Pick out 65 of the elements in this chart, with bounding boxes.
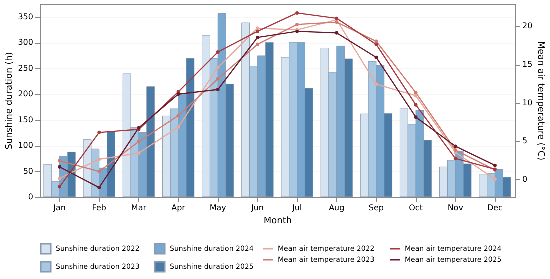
x-tick-label: May [210, 204, 227, 212]
y2-axis-title: Mean air temperature (°C) [536, 41, 546, 161]
point [374, 56, 378, 60]
point [493, 178, 497, 182]
point [374, 82, 378, 86]
point [176, 126, 180, 130]
y2-tick-label: 0 [522, 174, 528, 184]
point [137, 140, 141, 144]
point [256, 42, 260, 46]
y2-tick-label: 5 [522, 136, 528, 146]
y-tick-label: 150 [18, 115, 34, 124]
point [256, 30, 260, 34]
point [414, 94, 418, 98]
point [98, 186, 102, 190]
point [176, 92, 180, 96]
point [296, 22, 300, 26]
point [216, 77, 220, 81]
x-tick-label: Jul [291, 204, 302, 212]
x-tick-label: Sep [368, 204, 384, 212]
x-tick-label: Mar [131, 204, 148, 212]
y-tick-label: 50 [23, 166, 34, 176]
point [454, 156, 458, 160]
point [98, 170, 102, 174]
y2-tick-label: 15 [522, 60, 533, 70]
y-tick-label: 300 [18, 38, 34, 48]
point [296, 11, 300, 15]
x-tick-label: Oct [409, 204, 423, 212]
point [256, 36, 260, 40]
point [216, 66, 220, 70]
point [58, 185, 62, 189]
point [335, 31, 339, 35]
point [216, 50, 220, 54]
y-tick-label: 200 [18, 90, 34, 99]
x-tick-label: Aug [329, 204, 345, 212]
point [414, 103, 418, 107]
y-axis-title: Sunshine duration (h) [5, 52, 16, 150]
point [335, 20, 339, 24]
x-tick-label: Jun [250, 204, 264, 212]
y2-tick-label: 20 [522, 22, 533, 31]
point [176, 114, 180, 118]
x-tick-label: Jan [52, 204, 66, 212]
point [414, 91, 418, 95]
y2-tick-label: 10 [522, 98, 533, 108]
point [137, 152, 141, 156]
y-tick-label: 0 [28, 192, 34, 202]
point [374, 42, 378, 46]
x-tick-label: Apr [172, 204, 186, 212]
point [256, 26, 260, 30]
point [374, 40, 378, 44]
point [216, 88, 220, 92]
point [414, 116, 418, 120]
y-tick-label: 250 [18, 64, 34, 73]
point [58, 176, 62, 180]
x-tick-label: Feb [92, 204, 106, 212]
point [493, 164, 497, 168]
y-tick-label: 350 [18, 12, 34, 22]
point [98, 158, 102, 162]
x-axis-title: Month [264, 216, 292, 226]
x-tick-label: Nov [448, 204, 464, 212]
point [58, 159, 62, 163]
point [98, 130, 102, 134]
y-tick-label: 100 [18, 141, 34, 150]
x-tick-label: Dec [487, 204, 503, 212]
point [454, 144, 458, 148]
point [58, 165, 62, 169]
